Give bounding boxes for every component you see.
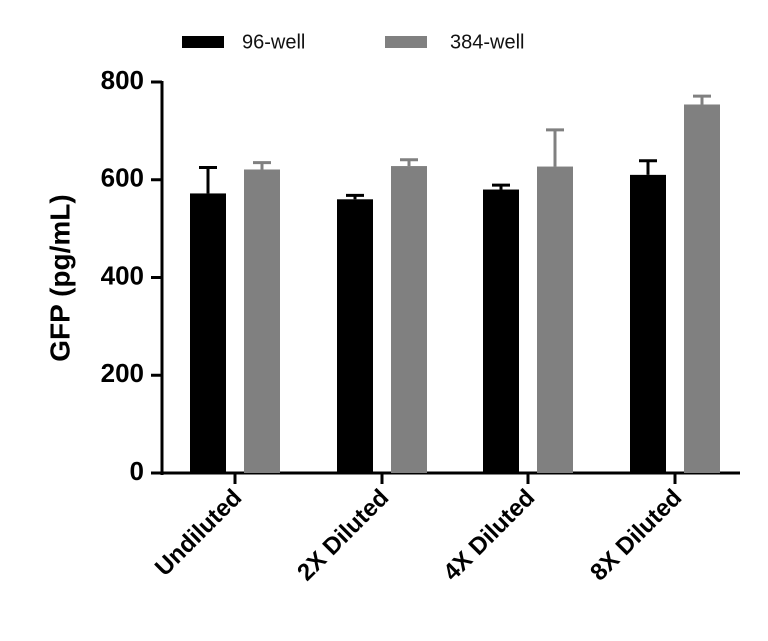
bar [391, 166, 427, 473]
bars [190, 94, 720, 474]
y-tick-label: 200 [101, 358, 144, 388]
legend-label: 384-well [450, 31, 524, 53]
x-axis: Undiluted 2X Diluted 4X Diluted 8X Diluted [150, 471, 740, 586]
x-tick-label: Undiluted [150, 484, 247, 581]
y-axis: 0 200 400 600 800 [101, 65, 164, 486]
legend-swatch [385, 36, 427, 48]
y-tick-label: 400 [101, 260, 144, 290]
y-axis-title: GFP (pg/mL) [44, 194, 75, 361]
x-tick-label: 4X Diluted [438, 484, 540, 586]
legend-swatch [182, 36, 224, 48]
x-tick-label: 2X Diluted [292, 484, 394, 586]
y-tick-label: 600 [101, 163, 144, 193]
bar [537, 166, 573, 473]
bar [337, 199, 373, 474]
x-tick-label: 8X Diluted [585, 484, 687, 586]
legend-label: 96-well [242, 31, 305, 53]
bar [684, 104, 720, 474]
y-tick-label: 0 [130, 456, 144, 486]
y-tick-label: 800 [101, 65, 144, 95]
bar [483, 189, 519, 473]
legend: 96-well 384-well [182, 31, 524, 53]
bar [190, 193, 226, 473]
bar [630, 174, 666, 474]
bar [244, 169, 280, 473]
